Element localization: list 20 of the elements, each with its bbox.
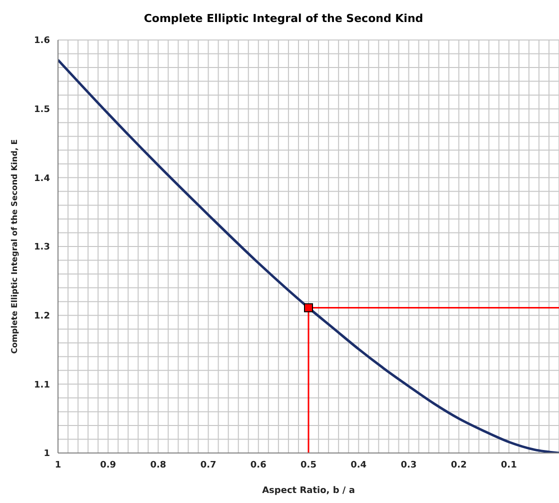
y-axis-title: Complete Elliptic Integral of the Second Kind, E xyxy=(10,139,19,354)
x-tick-label: 0.4 xyxy=(350,460,367,470)
y-tick-label: 1.2 xyxy=(34,312,50,322)
x-tick-label: 0.6 xyxy=(250,460,266,470)
x-tick-label: 0.7 xyxy=(200,460,216,470)
x-tick-label: 0.2 xyxy=(450,460,467,470)
y-tick-label: 1.4 xyxy=(34,174,50,184)
x-tick-label: 1 xyxy=(54,460,62,470)
x-tick-label: 0.1 xyxy=(500,460,517,470)
y-tick-label: 1.3 xyxy=(34,242,50,253)
x-tick-label: 0.8 xyxy=(150,460,166,470)
y-tick-label: 1.6 xyxy=(34,36,50,46)
y-tick-label: 1.1 xyxy=(34,380,50,390)
x-tick-label: 0.5 xyxy=(300,460,316,470)
y-tick-label: 1 xyxy=(44,449,50,460)
x-tick-label: 0.9 xyxy=(100,460,116,470)
y-tick-label: 1.5 xyxy=(34,105,50,116)
chart-title: Complete Elliptic Integral of the Second Kind xyxy=(142,11,424,27)
x-tick-label: 0.3 xyxy=(400,460,417,470)
x-axis-title: Aspect Ratio, b / a xyxy=(262,486,355,496)
